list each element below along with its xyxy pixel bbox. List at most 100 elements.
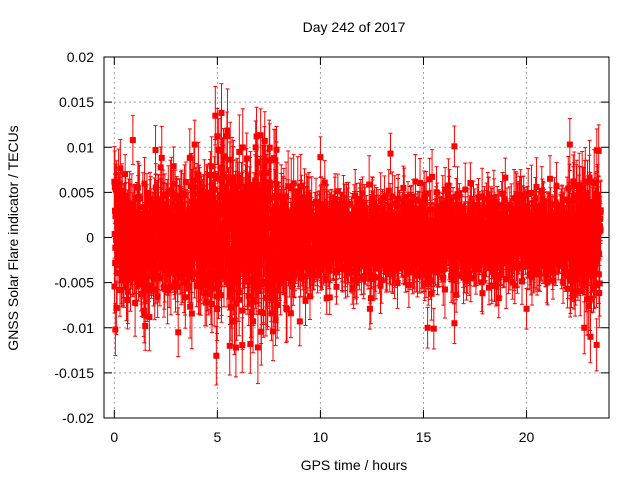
data-point: [194, 242, 201, 249]
data-point: [266, 144, 273, 151]
data-point: [185, 266, 192, 273]
data-point: [277, 280, 284, 287]
data-point: [282, 255, 289, 262]
data-point: [272, 317, 279, 324]
data-point: [134, 209, 141, 216]
data-point: [214, 133, 221, 140]
data-point: [236, 296, 243, 303]
data-point: [252, 253, 259, 260]
data-point: [185, 219, 192, 226]
data-point: [195, 171, 202, 178]
data-point: [274, 287, 281, 294]
data-point: [216, 247, 223, 254]
data-point: [228, 285, 235, 292]
data-point: [156, 275, 163, 282]
data-point: [250, 318, 257, 325]
data-point: [146, 244, 153, 251]
data-point: [198, 239, 205, 246]
data-point: [199, 203, 206, 210]
data-point: [223, 133, 230, 140]
data-point: [141, 311, 148, 318]
data-point: [207, 283, 214, 290]
data-point: [161, 266, 168, 273]
data-point: [292, 213, 299, 220]
data-point: [141, 180, 148, 187]
data-point: [158, 154, 165, 161]
data-point: [269, 283, 276, 290]
data-point: [227, 304, 234, 311]
data-point: [172, 279, 179, 286]
data-point: [288, 276, 295, 283]
data-point: [188, 310, 195, 317]
data-point: [154, 293, 161, 300]
data-point: [176, 262, 183, 269]
data-point: [254, 158, 261, 165]
data-point: [181, 192, 188, 199]
data-point: [167, 283, 174, 290]
data-point: [218, 251, 225, 258]
data-point: [200, 194, 207, 201]
data-point: [219, 169, 226, 176]
data-point: [164, 205, 171, 212]
data-point: [193, 282, 200, 289]
data-point: [236, 148, 243, 155]
data-point: [171, 218, 178, 225]
data-point: [116, 198, 123, 205]
data-point: [276, 221, 283, 228]
data-point: [143, 190, 150, 197]
data-point: [157, 198, 164, 205]
data-point: [178, 210, 185, 217]
data-point: [136, 195, 143, 202]
data-point: [186, 154, 193, 161]
data-point: [239, 307, 246, 314]
data-point: [304, 195, 311, 202]
data-point: [131, 268, 138, 275]
data-point: [214, 305, 221, 312]
data-point: [254, 344, 261, 351]
data-point: [306, 251, 313, 258]
data-point: [151, 286, 158, 293]
data-point: [267, 182, 274, 189]
data-point: [263, 280, 270, 287]
data-point: [113, 304, 120, 311]
data-point: [181, 270, 188, 277]
data-point: [257, 132, 264, 139]
data-point: [132, 299, 139, 306]
data-point: [152, 184, 159, 191]
data-point: [266, 273, 273, 280]
data-point: [201, 188, 208, 195]
data-point: [164, 287, 171, 294]
data-point: [248, 308, 255, 315]
data-point: [251, 232, 258, 239]
data-point: [242, 254, 249, 261]
data-point: [149, 223, 156, 230]
data-point: [111, 178, 118, 185]
data-point: [120, 277, 127, 284]
data-point: [317, 265, 324, 272]
data-point: [187, 183, 194, 190]
data-point: [250, 235, 257, 242]
data-point: [235, 209, 242, 216]
data-point: [172, 192, 179, 199]
data-point: [316, 241, 323, 248]
data-point: [121, 240, 128, 247]
data-point: [182, 294, 189, 301]
data-point: [147, 195, 154, 202]
data-point: [264, 265, 271, 272]
data-point: [323, 295, 330, 302]
chart-title: Day 242 of 2017: [303, 19, 406, 35]
data-point: [253, 281, 260, 288]
data-series: [111, 83, 604, 386]
data-point: [224, 127, 231, 134]
data-point: [306, 293, 313, 300]
data-point: [243, 186, 250, 193]
data-point: [220, 187, 227, 194]
data-point: [146, 314, 153, 321]
data-point: [191, 271, 198, 278]
data-point: [208, 301, 215, 308]
data-point: [260, 174, 267, 181]
data-point: [186, 283, 193, 290]
data-point: [255, 196, 262, 203]
data-point: [283, 306, 290, 313]
